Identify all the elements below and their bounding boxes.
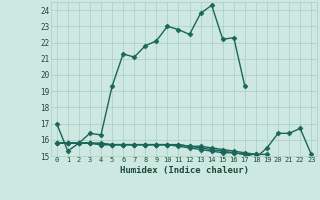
X-axis label: Humidex (Indice chaleur): Humidex (Indice chaleur)	[119, 166, 249, 175]
